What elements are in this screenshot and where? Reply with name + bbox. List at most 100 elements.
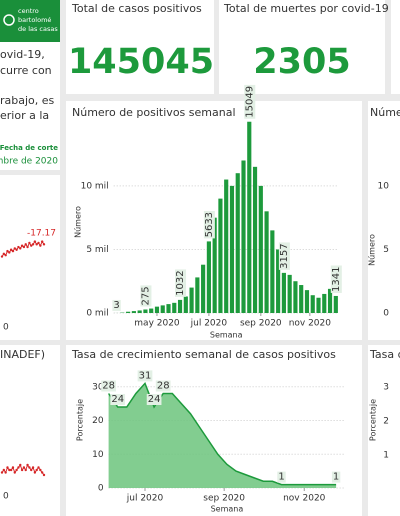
data-label: 1032 (175, 270, 186, 295)
y-axis-label: Número (74, 206, 83, 238)
bar (229, 185, 235, 313)
y-tick-label: 5 (383, 245, 389, 255)
data-label-box (155, 380, 171, 392)
intro-text: erior a la (0, 109, 49, 122)
point (8, 251, 11, 254)
data-label: 1 (333, 472, 339, 483)
point (13, 471, 16, 474)
chart-title: Tasa d (369, 348, 400, 361)
bar (218, 198, 223, 313)
point (35, 468, 38, 472)
panel (368, 345, 400, 516)
card-value: 145045 (68, 42, 214, 82)
point (6, 466, 9, 469)
bar (172, 302, 177, 313)
bar (131, 311, 136, 313)
data-label-box (278, 242, 290, 270)
data-label-box (112, 299, 121, 311)
y-tick-label: 1 (383, 451, 389, 461)
bar (235, 173, 240, 313)
bar (310, 295, 315, 313)
point (28, 241, 31, 245)
point (37, 466, 40, 469)
bar (149, 308, 154, 313)
data-label: 1 (278, 472, 284, 483)
bar (166, 304, 171, 313)
data-label-box (330, 265, 342, 293)
cutoff-date: mbre de 2020 (0, 157, 58, 167)
y-tick-label: 0 (383, 309, 389, 319)
bar (224, 179, 229, 313)
point (19, 463, 22, 467)
data-label-box (110, 394, 126, 405)
y-tick-label: 3 (383, 383, 389, 393)
cutoff-label: Fecha de corte (0, 144, 58, 152)
data-label: 5633 (204, 212, 215, 237)
data-label-box (331, 471, 341, 483)
intro-text: rabajo, es (0, 94, 55, 107)
bar (189, 287, 194, 313)
logo-icon (3, 14, 15, 26)
point (22, 245, 26, 249)
bar (276, 249, 281, 313)
point (31, 466, 35, 469)
y-tick-label: 10 mil (81, 181, 109, 191)
intro-text: curre con (0, 64, 52, 77)
bar (143, 309, 148, 313)
point (17, 466, 20, 469)
point (4, 254, 7, 257)
point (4, 471, 7, 474)
point (8, 468, 11, 472)
y-tick-label: 20 (92, 416, 104, 426)
chart-title: Núme (370, 106, 400, 119)
data-label: 31 (139, 370, 152, 381)
bar (299, 285, 304, 313)
card (391, 0, 400, 94)
logo-block (0, 0, 60, 42)
card (219, 0, 385, 94)
data-label-box (277, 471, 286, 483)
y-tick-label: 30 (92, 382, 104, 392)
data-label: 24 (111, 394, 124, 405)
bar (304, 290, 310, 313)
x-tick-label: 0 (3, 492, 9, 502)
bar (322, 293, 327, 313)
x-tick-label: nov 2020 (289, 319, 332, 329)
x-tick-label: sep 2020 (240, 319, 282, 329)
bar (333, 295, 338, 313)
bar (137, 310, 142, 313)
data-label-box (140, 285, 152, 307)
y-tick-label: 10 (378, 181, 390, 191)
chart-title: Número de positivos semanal (72, 106, 236, 119)
point (33, 471, 37, 474)
point (26, 463, 29, 467)
bar (252, 166, 258, 313)
point (28, 466, 31, 469)
point (40, 471, 44, 474)
y-tick-label: 10 (92, 450, 104, 460)
bar (126, 311, 131, 313)
bar (293, 281, 298, 313)
x-tick-label: 0 (3, 323, 9, 333)
data-label-box (203, 210, 215, 239)
intro-text: ovid-19, (0, 48, 45, 61)
data-label: 275 (140, 286, 151, 305)
bar (212, 217, 217, 313)
point (11, 249, 15, 253)
x-tick-label: jul 2020 (126, 494, 164, 504)
y-tick-label: 2 (383, 417, 389, 427)
data-label: 3 (113, 300, 119, 311)
point (9, 248, 13, 251)
x-tick-label: jul 2020 (190, 319, 228, 329)
logo-text: bartolomé (18, 16, 51, 24)
point (35, 243, 38, 246)
x-tick-label: nov 2020 (283, 494, 326, 504)
data-label: 15049 (244, 86, 255, 118)
bar (160, 305, 165, 313)
bar (195, 277, 200, 313)
bar (258, 185, 263, 313)
point (24, 468, 27, 472)
point (11, 466, 15, 469)
y-axis-label: Número (368, 234, 377, 266)
point (6, 249, 9, 253)
